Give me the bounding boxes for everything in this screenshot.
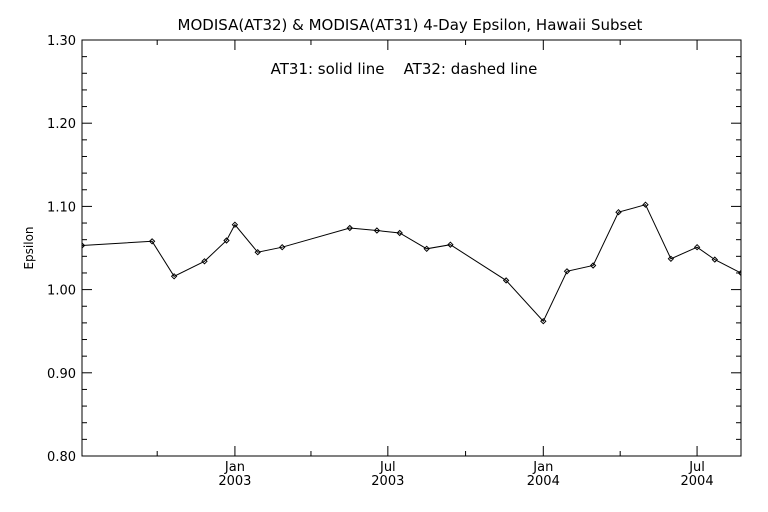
data-point-marker	[447, 241, 454, 248]
y-tick-label: 1.00	[47, 284, 76, 299]
x-tick-month: Jan	[224, 460, 245, 475]
data-point-marker	[223, 237, 230, 244]
chart-title: MODISA(AT32) & MODISA(AT31) 4-Day Epsilo…	[178, 16, 643, 34]
data-point-marker	[667, 255, 675, 263]
data-point-marker	[615, 208, 622, 216]
data-point-marker	[563, 268, 571, 275]
data-point-marker	[278, 243, 286, 251]
y-tick-label: 0.80	[47, 450, 76, 465]
data-point-marker	[711, 256, 719, 263]
data-point-marker	[502, 277, 510, 284]
data-point-marker	[423, 245, 430, 253]
y-tick-label: 1.30	[47, 34, 76, 49]
data-point-marker	[346, 224, 354, 232]
series-line	[82, 204, 741, 323]
plot-area	[82, 201, 741, 325]
data-point-marker	[201, 258, 208, 265]
data-point-marker	[231, 221, 239, 228]
data-point-marker	[148, 238, 156, 245]
x-tick-month: Jan	[532, 460, 553, 475]
x-tick-year: 2004	[527, 474, 560, 489]
data-point-marker	[737, 269, 741, 277]
data-point-marker	[642, 201, 649, 208]
data-point-marker	[82, 242, 86, 249]
y-tick-label: 1.20	[47, 117, 76, 132]
y-tick-label: 1.10	[47, 200, 76, 215]
data-point-marker	[170, 273, 178, 280]
data-point-marker	[693, 243, 701, 251]
y-axis-label: Epsilon	[22, 226, 36, 269]
y-axis: 0.80 0.90 1.00 1.10 1.20 1.30	[47, 34, 741, 465]
x-tick-year: 2004	[681, 474, 714, 489]
data-point-marker	[540, 317, 547, 325]
line-style-note: AT31: solid line AT32: dashed line	[271, 60, 538, 78]
plot-frame	[81, 39, 742, 457]
data-point-marker	[254, 248, 261, 256]
data-point-marker	[373, 227, 381, 234]
data-point-marker	[589, 262, 597, 269]
x-tick-year: 2003	[218, 474, 251, 489]
data-point-marker	[396, 229, 403, 237]
series-layer	[82, 201, 741, 325]
x-tick-month: Jul	[688, 460, 705, 475]
y-tick-label: 0.90	[47, 367, 76, 382]
x-tick-month: Jul	[379, 460, 396, 475]
x-tick-year: 2003	[371, 474, 404, 489]
